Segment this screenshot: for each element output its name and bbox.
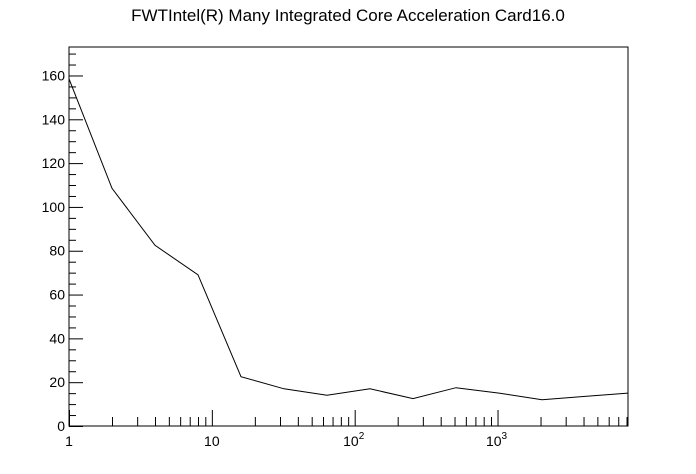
y-tick-label: 80 — [49, 243, 65, 259]
minor-ticks — [69, 53, 628, 426]
x-tick-labels: 1 10 102 103 — [65, 431, 507, 449]
plot-frame — [68, 46, 629, 427]
y-tick-label: 40 — [49, 330, 65, 346]
y-tick-label: 20 — [49, 374, 65, 390]
x-tick-exponent: 3 — [502, 431, 508, 442]
x-tick-label: 103 — [486, 431, 508, 449]
y-tick-labels: 0 20 40 60 80 100 120 140 160 — [42, 67, 66, 434]
x-tick-label: 10 — [204, 433, 220, 449]
y-tick-label: 160 — [42, 67, 66, 83]
x-tick-label: 1 — [65, 433, 73, 449]
x-tick-exponent: 2 — [359, 431, 365, 442]
major-ticks — [69, 75, 499, 427]
y-tick-label: 0 — [57, 418, 65, 434]
series-line — [68, 78, 629, 401]
y-tick-label: 60 — [49, 287, 65, 303]
y-tick-label: 100 — [42, 199, 66, 215]
series-group — [68, 78, 629, 401]
x-tick-label: 102 — [343, 431, 365, 449]
y-tick-label: 140 — [42, 111, 66, 127]
chart-title: FWTIntel(R) Many Integrated Core Acceler… — [131, 6, 565, 25]
y-tick-label: 120 — [42, 155, 66, 171]
